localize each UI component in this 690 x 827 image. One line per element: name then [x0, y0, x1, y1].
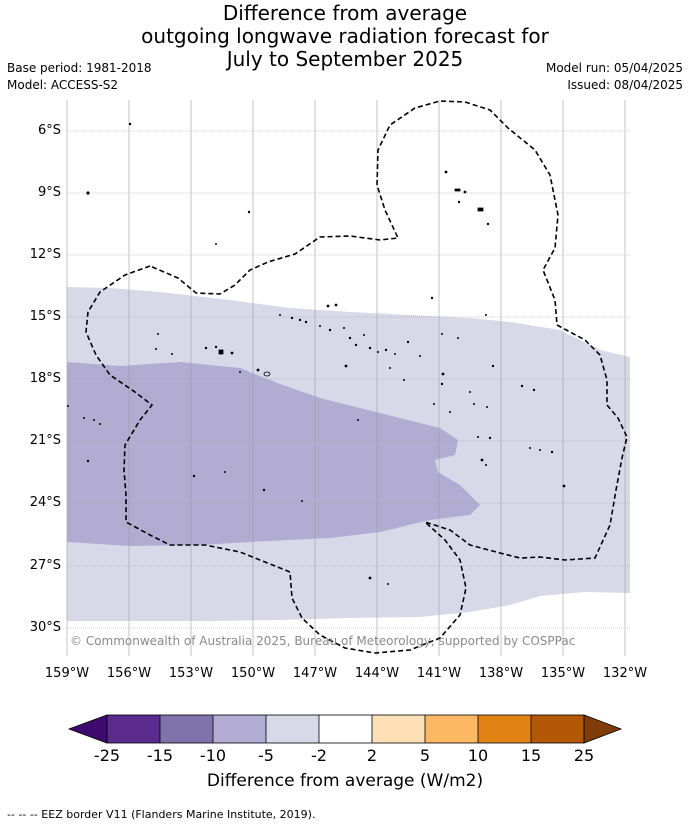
eez-border	[85, 100, 628, 654]
colorbar-tick-8: 10	[467, 746, 489, 765]
colorbar-extend-high	[583, 714, 623, 744]
model-run: Model run: 05/04/2025	[545, 61, 683, 75]
lat-label-21s: 21°S	[29, 433, 61, 448]
lat-label-27s: 27°S	[29, 558, 61, 573]
lat-label-18s: 18°S	[29, 371, 61, 386]
meta-right: Model run: 05/04/2025 Issued: 08/04/2025	[546, 60, 683, 94]
colorbar-tick-10: 25	[573, 746, 595, 765]
colorbar-tick-5: -2	[311, 746, 327, 765]
colorbar-tick-2: -15	[146, 746, 174, 765]
title-line-3: July to September 2025	[226, 47, 464, 71]
copyright-notice: © Commonwealth of Australia 2025, Bureau…	[70, 634, 576, 648]
colorbar-band-6	[372, 715, 425, 743]
colorbar-band-2	[160, 715, 213, 743]
lon-label-138w: 138°W	[478, 666, 524, 681]
colorbar-tick-3: -10	[199, 746, 227, 765]
lon-label-147w: 147°W	[292, 666, 338, 681]
colorbar-band-9	[531, 715, 584, 743]
title-line-1: Difference from average	[222, 1, 468, 25]
colorbar-band-8	[478, 715, 531, 743]
lon-label-156w: 156°W	[106, 666, 152, 681]
colorbar-band-4	[266, 715, 319, 743]
lat-label-9s: 9°S	[37, 185, 61, 200]
lat-label-24s: 24°S	[29, 495, 61, 510]
lat-label-30s: 30°S	[29, 620, 61, 635]
colorbar-tick-1: -25	[93, 746, 121, 765]
grid	[66, 100, 630, 656]
colorbar	[67, 714, 623, 744]
lat-label-12s: 12°S	[29, 247, 61, 262]
lon-label-150w: 150°W	[230, 666, 276, 681]
colorbar-tick-4: -5	[258, 746, 274, 765]
colorbar-band-5	[319, 715, 372, 743]
lat-label-6s: 6°S	[37, 123, 61, 138]
colorbar-band-7	[425, 715, 478, 743]
lon-label-153w: 153°W	[168, 666, 214, 681]
lon-label-144w: 144°W	[354, 666, 400, 681]
model-name: Model: ACCESS-S2	[7, 78, 119, 92]
issued-date: Issued: 08/04/2025	[567, 78, 683, 92]
eez-footnote: -- -- -- EEZ border V11 (Flanders Marine…	[7, 808, 316, 821]
base-period: Base period: 1981-2018	[7, 61, 152, 75]
colorbar-band-3	[213, 715, 266, 743]
colorbar-label: Difference from average (W/m2)	[206, 771, 484, 791]
colorbar-tick-7: 5	[419, 746, 431, 765]
lon-label-141w: 141°W	[416, 666, 462, 681]
lon-label-135w: 135°W	[540, 666, 586, 681]
colorbar-tick-9: 15	[520, 746, 542, 765]
lat-label-15s: 15°S	[29, 309, 61, 324]
lon-label-132w: 132°W	[602, 666, 648, 681]
colorbar-tick-6: 2	[366, 746, 378, 765]
colorbar-extend-low	[67, 714, 108, 744]
map-title: Difference from average outgoing longwav…	[0, 2, 690, 71]
colorbar-band-1	[107, 715, 160, 743]
lon-label-159w: 159°W	[44, 666, 90, 681]
title-line-2: outgoing longwave radiation forecast for	[141, 24, 549, 48]
meta-left: Base period: 1981-2018 Model: ACCESS-S2	[7, 60, 152, 94]
islands	[67, 122, 566, 586]
